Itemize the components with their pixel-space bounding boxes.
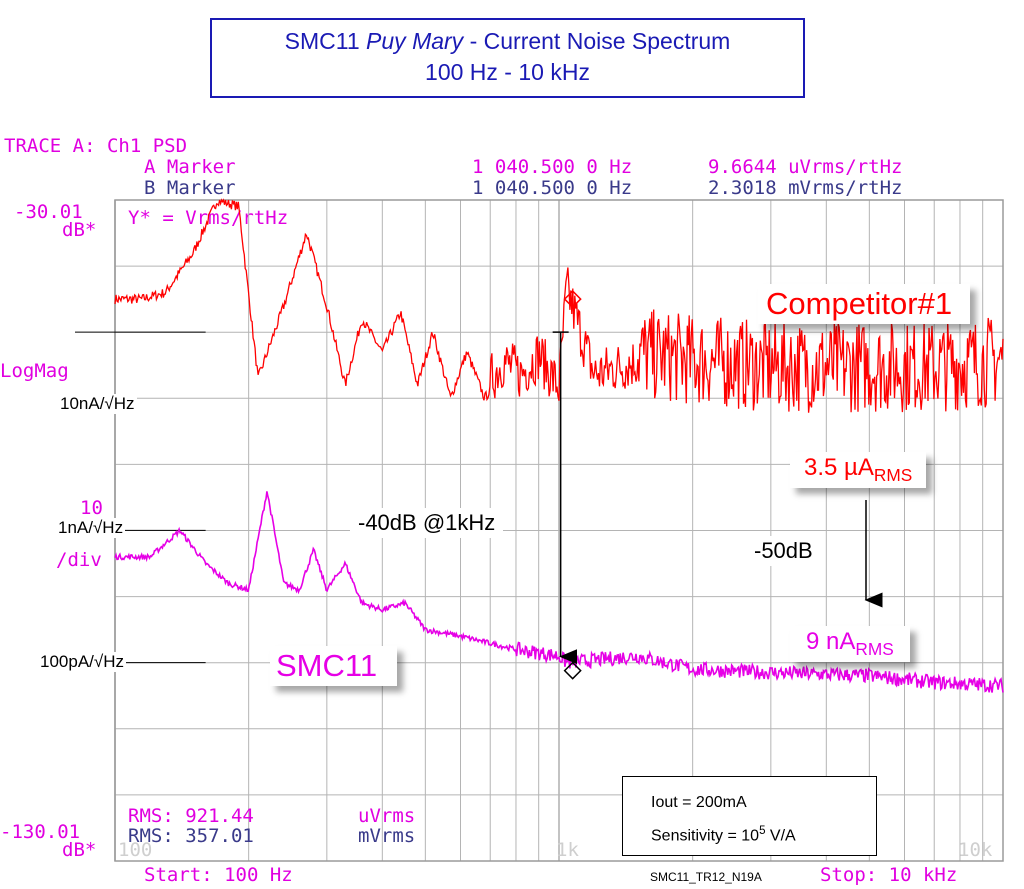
y-bottom-value: -130.01 xyxy=(0,821,81,843)
chart-title-box: SMC11 Puy Mary - Current Noise Spectrum … xyxy=(210,18,805,98)
x-tick-1k: 1k xyxy=(556,839,579,861)
diff-total-label: -50dB xyxy=(746,536,821,566)
y-axis-label: Y* = Vrms/rtHz xyxy=(128,207,289,229)
smc11-label: SMC11 xyxy=(270,646,398,686)
x-tick-10k: 10k xyxy=(958,839,993,861)
level-label-1nA: 1nA/√Hz xyxy=(56,518,126,538)
rms-line1-unit: uVrms xyxy=(358,805,416,827)
conditions-box: Iout = 200mA Sensitivity = 105 V/A xyxy=(622,776,877,856)
y-bottom-unit: dB* xyxy=(62,839,97,861)
arrows xyxy=(552,331,883,665)
b-marker-freq: 1 040.500 0 Hz xyxy=(472,177,633,199)
b-marker-label: B Marker xyxy=(144,177,236,199)
smc11-rms-label: 9 nARMS xyxy=(790,626,910,662)
level-label-10nA: 10nA/√Hz xyxy=(58,394,137,414)
series-competitor-line xyxy=(114,198,1004,413)
b-marker-value: 2.3018 mVrms/rtHz xyxy=(708,177,903,199)
rms-line2-label: RMS: 357.01 xyxy=(128,825,254,847)
competitor-rms-label: 3.5 µARMS xyxy=(790,452,927,488)
footer-code: SMC11_TR12_N19A xyxy=(650,870,762,884)
a-marker-label: A Marker xyxy=(144,156,236,178)
sensitivity-text: Sensitivity = 105 V/A xyxy=(651,825,796,845)
rms-line2-unit: mVrms xyxy=(358,825,416,847)
chart-subtitle: 100 Hz - 10 kHz xyxy=(425,59,590,85)
rms-line1-label: RMS: 921.44 xyxy=(128,805,254,827)
x-tick-100: 100 xyxy=(118,839,153,861)
level-label-100pA: 100pA/√Hz xyxy=(38,652,126,672)
div-unit: /div xyxy=(56,549,102,571)
level-lines xyxy=(75,331,206,664)
series-smc11-line xyxy=(114,491,1004,693)
marker-a-diamond xyxy=(563,290,582,309)
x-start-label: Start: 100 Hz xyxy=(144,864,293,886)
y-top-unit: dB* xyxy=(62,219,97,241)
x-stop-label: Stop: 10 kHz xyxy=(820,864,958,886)
logmag-label: LogMag xyxy=(0,360,69,382)
iout-text: Iout = 200mA xyxy=(651,794,747,811)
a-marker-freq: 1 040.500 0 Hz xyxy=(472,156,633,178)
trace-label: TRACE A: Ch1 PSD xyxy=(4,135,188,157)
a-marker-value: 9.6644 uVrms/rtHz xyxy=(708,156,903,178)
marker-b-diamond xyxy=(563,661,582,680)
competitor-label: Competitor#1 xyxy=(758,284,971,324)
div-value: 10 xyxy=(80,497,103,519)
y-top-value: -30.01 xyxy=(14,201,83,223)
diff-1khz-label: -40dB @1kHz xyxy=(350,508,504,538)
chart-title: SMC11 Puy Mary - Current Noise Spectrum xyxy=(284,28,731,54)
markers xyxy=(563,290,582,680)
